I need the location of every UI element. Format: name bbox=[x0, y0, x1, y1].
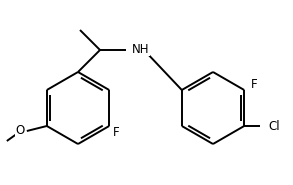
Text: F: F bbox=[251, 78, 258, 92]
Text: Cl: Cl bbox=[268, 120, 280, 132]
Text: F: F bbox=[113, 127, 120, 139]
Text: NH: NH bbox=[132, 43, 149, 56]
Text: O: O bbox=[16, 125, 25, 137]
